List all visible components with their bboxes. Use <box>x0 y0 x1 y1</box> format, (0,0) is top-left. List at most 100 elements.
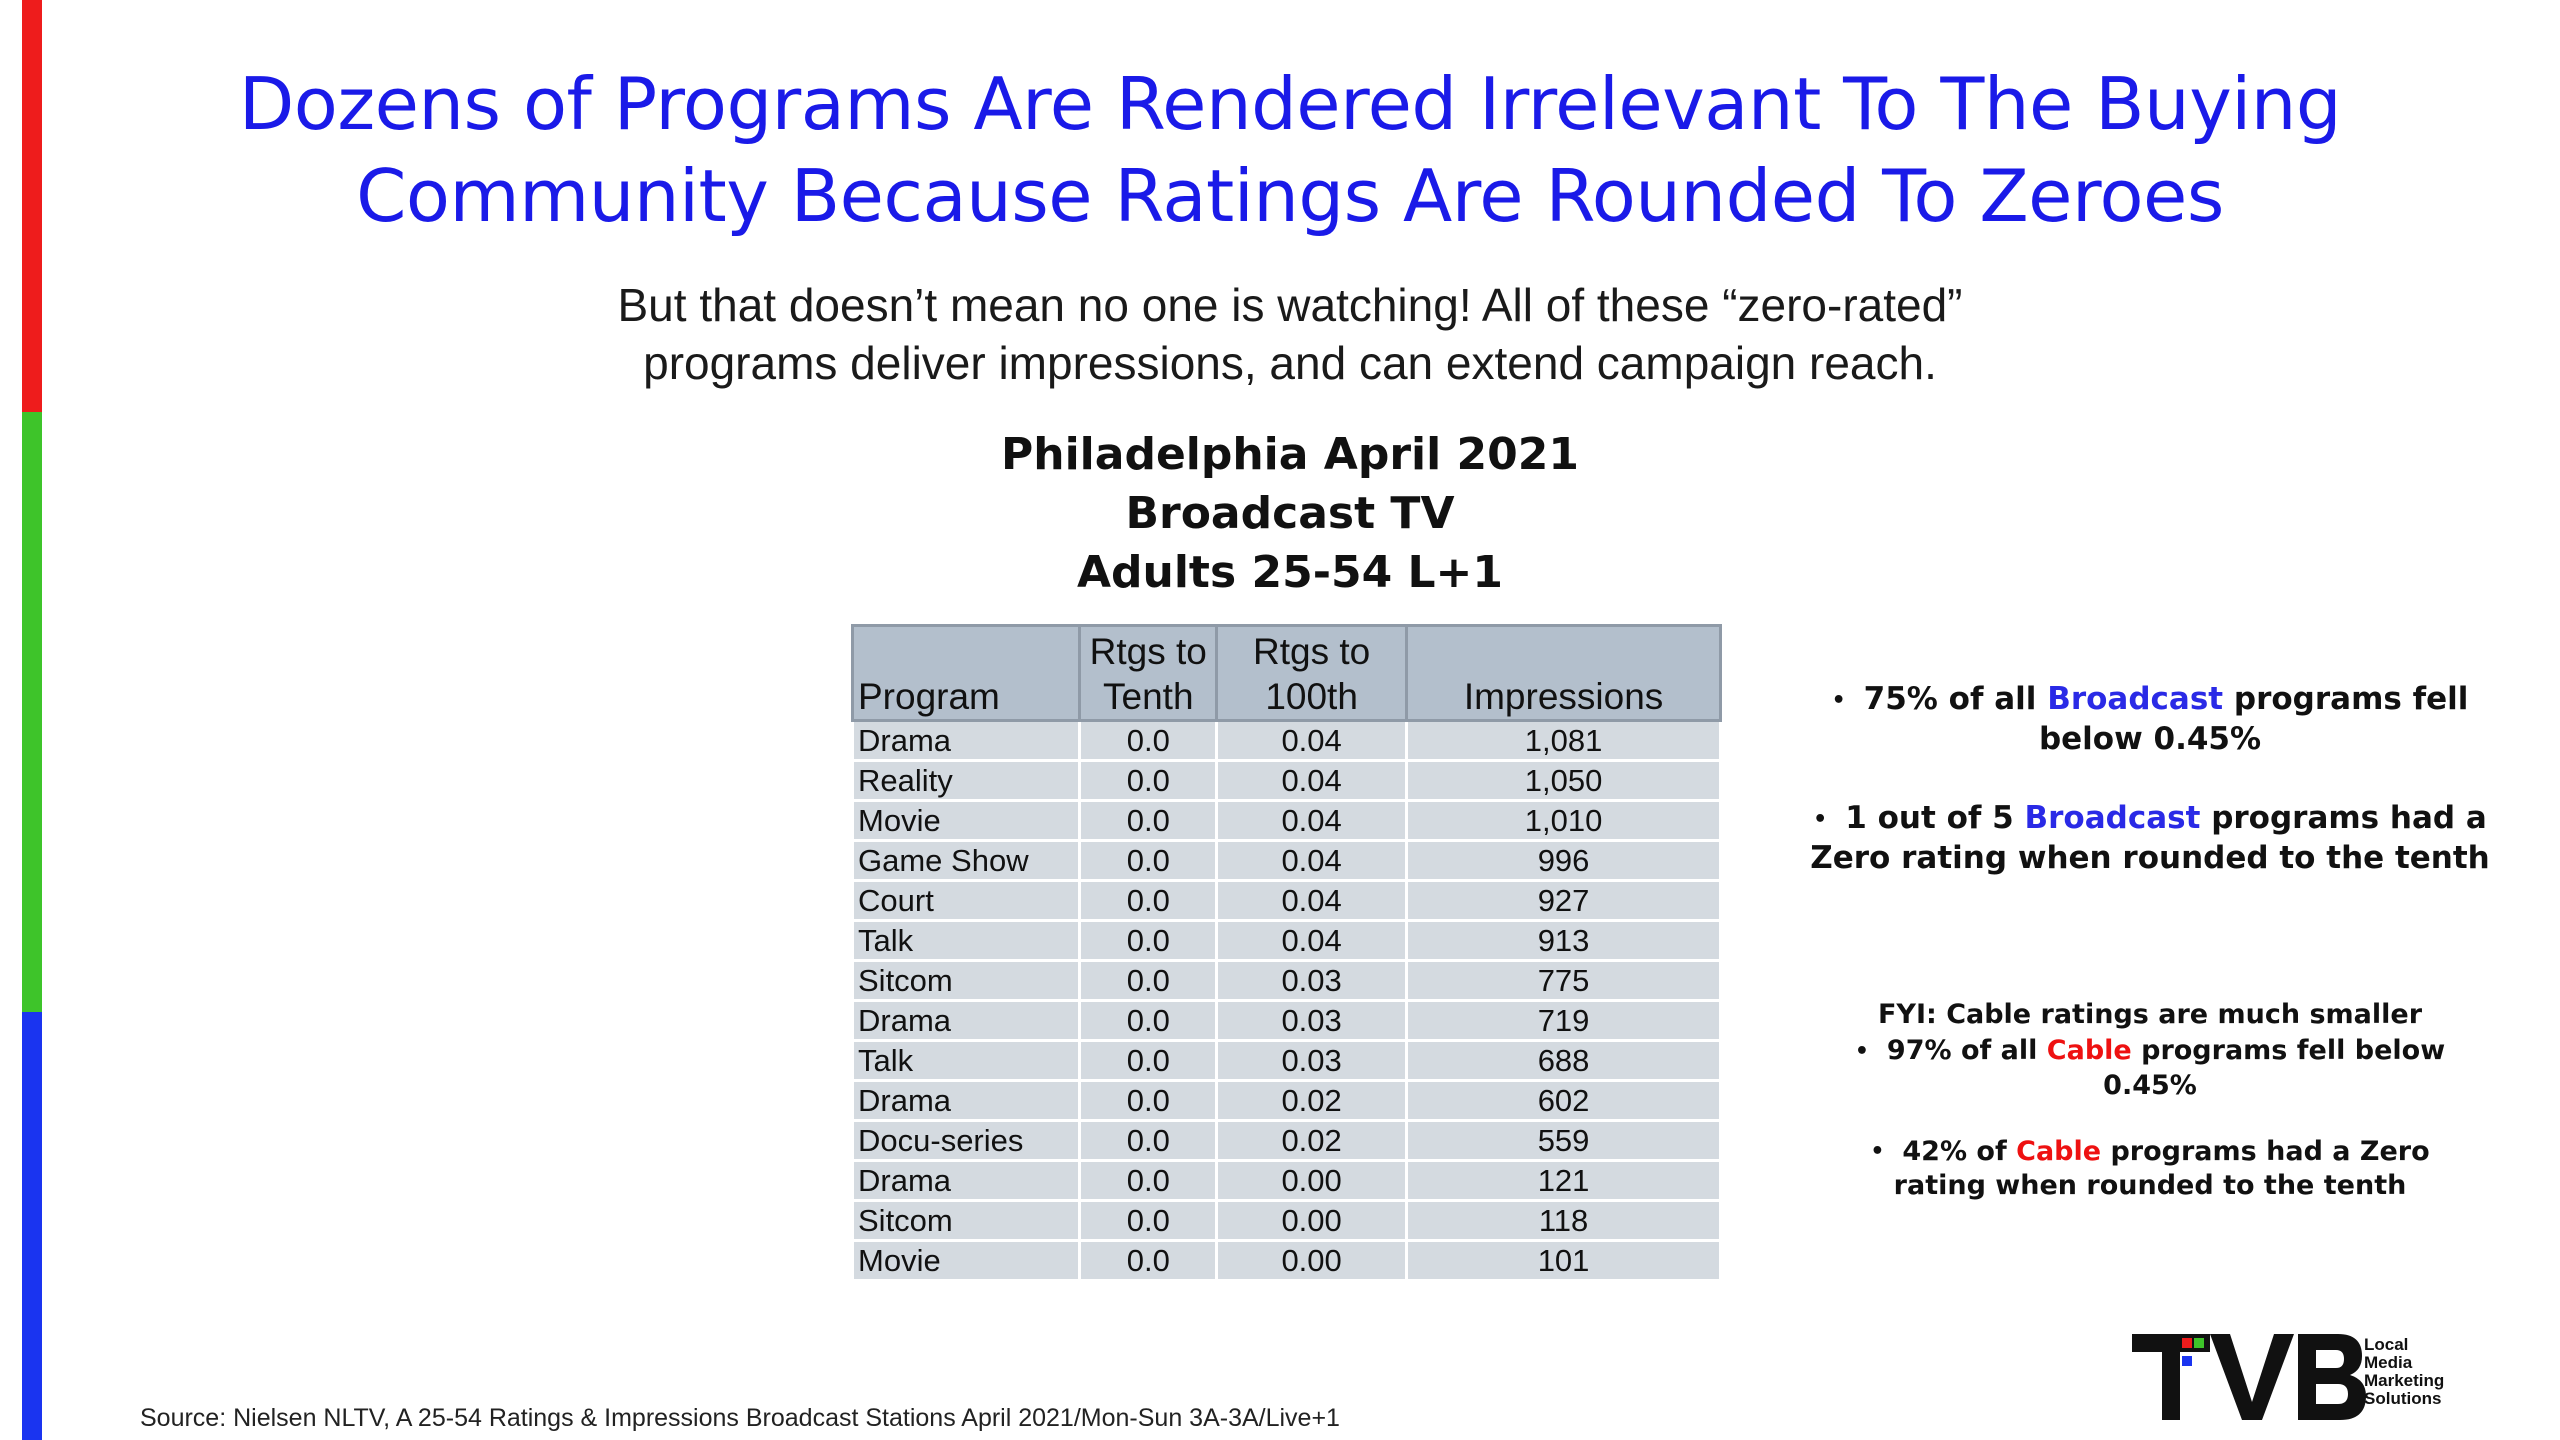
bullet-dot-icon: • <box>1813 807 1828 832</box>
cell-rtgs-100th: 0.00 <box>1215 1239 1409 1282</box>
cell-rtgs-100th: 0.04 <box>1215 839 1409 882</box>
ratings-table: Program Rtgs to Tenth Rtgs to 100th Impr… <box>850 624 1722 1282</box>
cell-impressions: 775 <box>1405 959 1722 1002</box>
cell-impressions: 719 <box>1405 999 1722 1042</box>
cable-stat-1: • 97% of all Cable programs fell below 0.… <box>1840 1034 2460 1103</box>
slide-subtitle: But that doesn’t mean no one is watching… <box>300 276 2280 392</box>
cable-highlight: Cable <box>2046 1035 2132 1066</box>
cell-rtgs-100th: 0.03 <box>1215 1039 1409 1082</box>
cell-program: Movie <box>850 1239 1082 1282</box>
accent-bar-red <box>22 0 42 412</box>
cell-impressions: 118 <box>1405 1199 1722 1242</box>
cell-impressions: 101 <box>1405 1239 1722 1282</box>
table-title: Philadelphia April 2021 Broadcast TV Adu… <box>900 425 1680 602</box>
slide-title-line1: Dozens of Programs Are Rendered Irreleva… <box>238 62 2342 146</box>
cell-rtgs-100th: 0.04 <box>1215 759 1409 802</box>
table-row: Talk 0.0 0.03 688 <box>850 1039 1722 1082</box>
bullet-dot-icon: • <box>1870 1139 1885 1164</box>
subtitle-line2: programs deliver impressions, and can ex… <box>643 337 1937 389</box>
tagline-line: Local <box>2364 1335 2409 1354</box>
cell-rtgs-tenth: 0.0 <box>1078 839 1219 882</box>
cell-rtgs-tenth: 0.0 <box>1078 1039 1219 1082</box>
cell-program: Drama <box>850 719 1082 762</box>
bullet-dot-icon: • <box>1831 688 1846 713</box>
cell-impressions: 996 <box>1405 839 1722 882</box>
cell-rtgs-tenth: 0.0 <box>1078 759 1219 802</box>
cell-program: Drama <box>850 1079 1082 1122</box>
stat-text: 75% of all <box>1863 681 2048 717</box>
bullet-dot-icon: • <box>1854 1038 1869 1064</box>
cell-program: Reality <box>850 759 1082 802</box>
table-row: Movie 0.0 0.00 101 <box>850 1239 1722 1282</box>
table-row: Movie 0.0 0.04 1,010 <box>850 799 1722 842</box>
tagline-line: Solutions <box>2364 1389 2442 1408</box>
cell-impressions: 927 <box>1405 879 1722 922</box>
stat-text: 97% of all <box>1886 1035 2047 1066</box>
cell-impressions: 602 <box>1405 1079 1722 1122</box>
table-title-demo: Adults 25-54 L+1 <box>1076 547 1504 598</box>
subtitle-line1: But that doesn’t mean no one is watching… <box>617 279 1963 331</box>
cell-rtgs-tenth: 0.0 <box>1078 919 1219 962</box>
broadcast-highlight: Broadcast <box>2024 800 2201 836</box>
stat-text: programs had a Zero <box>2101 1135 2430 1167</box>
stat-text: 1 out of 5 <box>1845 800 2025 836</box>
stat-text: programs fell <box>2223 681 2469 717</box>
cell-program: Sitcom <box>850 1199 1082 1242</box>
cell-rtgs-100th: 0.04 <box>1215 799 1409 842</box>
stat-text: programs had a <box>2200 800 2487 836</box>
header-rtgs-100th-line1: Rtgs to <box>1253 631 1371 672</box>
header-rtgs-tenth-line2: Tenth <box>1103 676 1194 717</box>
cell-rtgs-100th: 0.04 <box>1215 719 1409 762</box>
cell-program: Sitcom <box>850 959 1082 1002</box>
cell-program: Docu-series <box>850 1119 1082 1162</box>
header-rtgs-tenth-line1: Rtgs to <box>1089 631 1207 672</box>
stat-text: 42% of <box>1902 1135 2017 1167</box>
stat-text: rating when rounded to the tenth <box>1893 1170 2407 1201</box>
cell-rtgs-tenth: 0.0 <box>1078 1199 1219 1242</box>
table-row: Sitcom 0.0 0.03 775 <box>850 959 1722 1002</box>
tagline-line: Media <box>2364 1353 2413 1372</box>
cell-impressions: 1,081 <box>1405 719 1722 762</box>
fyi-heading: FYI: Cable ratings are much smaller <box>1877 999 2423 1030</box>
cable-fyi: FYI: Cable ratings are much smaller • 97%… <box>1840 998 2460 1203</box>
tagline-line: Marketing <box>2364 1371 2445 1390</box>
table-row: Drama 0.0 0.02 602 <box>850 1079 1722 1122</box>
table-row: Game Show 0.0 0.04 996 <box>850 839 1722 882</box>
cell-program: Talk <box>850 919 1082 962</box>
table-row: Sitcom 0.0 0.00 118 <box>850 1199 1722 1242</box>
cell-rtgs-tenth: 0.0 <box>1078 719 1219 762</box>
cell-impressions: 121 <box>1405 1159 1722 1202</box>
table-row: Drama 0.0 0.04 1,081 <box>850 719 1722 762</box>
header-program: Program <box>850 624 1082 722</box>
source-footnote: Source: Nielsen NLTV, A 25-54 Ratings & … <box>140 1404 1340 1432</box>
tvb-logo-tagline: Local Media Marketing Solutions <box>2364 1336 2444 1408</box>
cable-stat-2: • 42% of Cable programs had a Zero rating… <box>1840 1135 2460 1204</box>
stat-text: programs fell below <box>2131 1035 2446 1066</box>
cell-impressions: 913 <box>1405 919 1722 962</box>
cell-rtgs-100th: 0.00 <box>1215 1199 1409 1242</box>
cell-rtgs-100th: 0.00 <box>1215 1159 1409 1202</box>
stat-text: 0.45% <box>2103 1069 2197 1101</box>
header-rtgs-tenth: Rtgs to Tenth <box>1078 624 1219 722</box>
cell-rtgs-100th: 0.02 <box>1215 1119 1409 1162</box>
cell-program: Drama <box>850 1159 1082 1202</box>
cell-rtgs-100th: 0.02 <box>1215 1079 1409 1122</box>
cell-rtgs-100th: 0.04 <box>1215 919 1409 962</box>
cell-impressions: 688 <box>1405 1039 1722 1082</box>
broadcast-stats: • 75% of all Broadcast programs fell belo… <box>1810 680 2490 918</box>
table-row: Docu-series 0.0 0.02 559 <box>850 1119 1722 1162</box>
table-row: Drama 0.0 0.03 719 <box>850 999 1722 1042</box>
table-header-row: Program Rtgs to Tenth Rtgs to 100th Impr… <box>850 624 1722 722</box>
cell-rtgs-tenth: 0.0 <box>1078 959 1219 1002</box>
header-rtgs-100th-line2: 100th <box>1265 676 1358 717</box>
cell-program: Court <box>850 879 1082 922</box>
table-row: Reality 0.0 0.04 1,050 <box>850 759 1722 802</box>
table-row: Talk 0.0 0.04 913 <box>850 919 1722 962</box>
accent-bar-blue <box>22 1012 42 1440</box>
table-title-medium: Broadcast TV <box>1125 488 1455 539</box>
slide-title: Dozens of Programs Are Rendered Irreleva… <box>60 58 2520 242</box>
broadcast-highlight: Broadcast <box>2047 681 2224 717</box>
cell-rtgs-100th: 0.03 <box>1215 999 1409 1042</box>
table-row: Court 0.0 0.04 927 <box>850 879 1722 922</box>
slide-title-line2: Community Because Ratings Are Rounded To… <box>356 154 2224 238</box>
